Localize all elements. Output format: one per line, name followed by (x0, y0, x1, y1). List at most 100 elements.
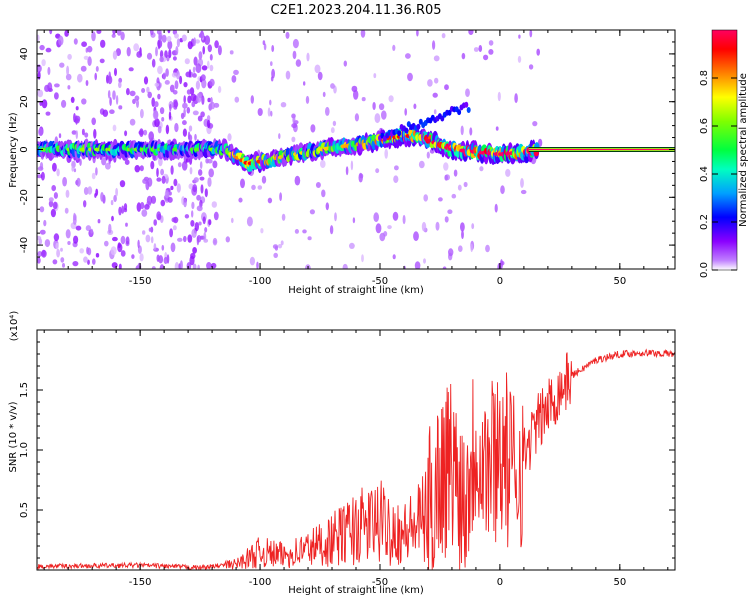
spectral-noise-blob (373, 212, 380, 223)
spectral-noise-blob (39, 206, 45, 213)
spectral-noise-blob (87, 45, 93, 53)
spectral-noise-blob (429, 148, 435, 154)
spectral-noise-blob (217, 45, 222, 56)
spectral-noise-blob (41, 249, 47, 258)
spectral-noise-blob (143, 129, 148, 136)
spectral-arm-blob (464, 101, 469, 108)
spectral-noise-blob (520, 178, 524, 188)
spectral-noise-blob (109, 109, 115, 114)
spectral-noise-blob (234, 96, 240, 103)
spectral-noise-blob (65, 229, 71, 239)
spectral-noise-blob (201, 78, 207, 89)
spectral-noise-blob (392, 211, 399, 221)
colorbar (711, 29, 738, 271)
spectral-noise-blob (38, 128, 44, 137)
spectral-noise-blob (272, 244, 279, 250)
spectral-noise-blob (394, 165, 399, 171)
spectral-noise-blob (156, 167, 159, 178)
spectral-noise-blob (277, 244, 283, 249)
spectral-noise-blob (392, 44, 396, 52)
spectral-noise-blob (95, 188, 99, 196)
spectral-noise-blob (361, 97, 366, 102)
spectral-arm-blob (447, 109, 452, 116)
spectral-noise-blob (150, 195, 157, 204)
spectral-noise-blob (193, 37, 196, 47)
spectral-noise-blob (61, 99, 67, 108)
spectral-noise-blob (152, 110, 159, 120)
spectral-noise-blob (413, 231, 419, 242)
spectral-noise-blob (195, 63, 202, 74)
spectral-noise-blob (131, 254, 135, 259)
spectral-noise-blob (294, 175, 301, 186)
spectral-noise-blob (198, 221, 202, 226)
spectral-noise-blob (204, 35, 211, 45)
spectral-noise-blob (62, 176, 67, 187)
spectral-noise-blob (280, 102, 287, 108)
spectral-noise-blob (351, 85, 358, 93)
spectral-noise-blob (262, 40, 266, 46)
spectral-noise-blob (111, 33, 116, 38)
spectral-noise-blob (201, 65, 208, 71)
spectral-noise-blob (294, 229, 299, 234)
spectral-noise-blob (379, 232, 386, 242)
spectral-noise-blob (73, 38, 78, 45)
spectral-noise-blob (213, 211, 219, 221)
spectral-noise-blob (136, 99, 139, 108)
spectral-noise-blob (75, 106, 79, 111)
spectral-noise-blob (58, 133, 62, 139)
spectral-noise-blob (200, 74, 206, 81)
spectral-noise-blob (468, 30, 474, 35)
spectral-noise-blob (190, 220, 195, 227)
spectral-noise-blob (49, 30, 53, 35)
spectral-noise-blob (158, 34, 163, 41)
spectrogram-x-tick-label: 0 (497, 276, 503, 287)
spectral-noise-blob (120, 235, 126, 245)
spectrogram-y-tick-label: -40 (19, 237, 30, 253)
spectral-noise-blob (174, 262, 180, 269)
spectral-noise-blob (38, 71, 41, 79)
spectral-noise-blob (81, 98, 87, 105)
spectral-noise-blob (160, 168, 165, 176)
spectral-noise-blob (517, 55, 522, 63)
spectral-noise-blob (210, 101, 215, 110)
spectral-noise-blob (520, 189, 527, 195)
spectral-noise-blob (206, 119, 211, 129)
spectral-noise-blob (471, 223, 475, 230)
spectral-noise-blob (146, 86, 150, 94)
spectral-noise-blob (373, 73, 377, 79)
spectral-noise-blob (435, 221, 440, 231)
colorbar-tick-label: 0.8 (699, 70, 710, 86)
spectral-noise-blob (84, 132, 89, 138)
spectral-noise-blob (192, 263, 197, 269)
spectrogram-y-tick-label: 40 (19, 48, 30, 61)
spectral-noise-blob (60, 247, 63, 252)
spectral-noise-blob (85, 47, 89, 53)
spectral-noise-blob (291, 136, 296, 143)
spectral-noise-blob (201, 95, 205, 105)
spectral-noise-blob (75, 225, 82, 231)
spectral-noise-blob (169, 84, 175, 93)
spectral-noise-blob (52, 201, 58, 210)
spectral-noise-blob (225, 236, 230, 243)
spectral-noise-blob (360, 30, 366, 38)
spectral-noise-blob (151, 58, 156, 68)
spectral-noise-blob (214, 40, 219, 49)
spectral-noise-blob (206, 115, 211, 122)
spectral-noise-blob (37, 235, 42, 241)
spectral-noise-blob (261, 175, 267, 184)
spectral-noise-blob (95, 253, 100, 258)
spectral-noise-blob (197, 115, 203, 122)
spectral-noise-blob (479, 166, 484, 172)
spectral-noise-blob (233, 69, 239, 75)
spectral-noise-blob (183, 235, 187, 243)
spectral-noise-blob (202, 45, 205, 55)
spectral-noise-blob (292, 114, 296, 124)
spectral-noise-blob (240, 178, 245, 189)
spectral-noise-blob (191, 201, 195, 210)
spectral-noise-blob (37, 89, 44, 98)
spectral-noise-blob (156, 30, 162, 35)
spectral-noise-blob (183, 95, 186, 104)
spectral-noise-blob (54, 83, 60, 88)
spectral-noise-blob (164, 50, 168, 59)
spectral-noise-blob (110, 200, 114, 206)
